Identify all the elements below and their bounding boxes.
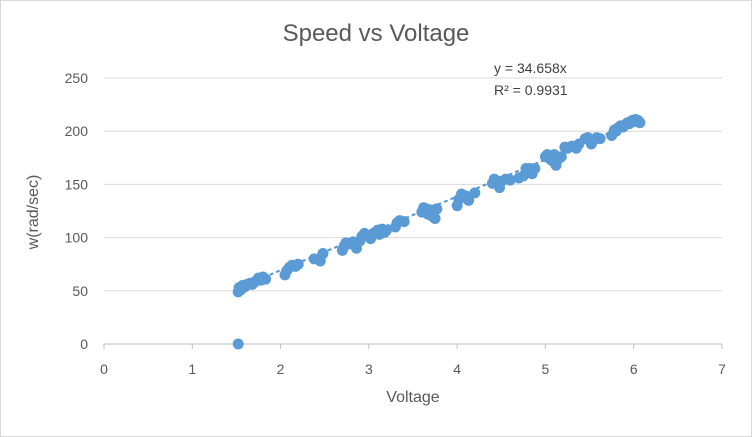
data-points [232,113,646,350]
data-point [260,273,272,285]
x-tick-label: 0 [100,361,108,377]
x-tick-label: 3 [365,361,373,377]
x-tick-label: 5 [542,361,550,377]
x-tick-label: 4 [453,361,461,377]
y-tick-label: 150 [65,176,89,192]
data-point [594,133,606,145]
y-tick-label: 250 [65,70,89,86]
x-axis [103,343,723,349]
data-point [232,338,244,350]
gridlines [104,77,722,292]
data-point [398,216,410,228]
data-point [634,117,646,129]
y-tick-label: 50 [72,283,88,299]
x-axis-label: Voltage [386,389,440,406]
data-point [504,174,516,186]
data-point [292,258,304,270]
y-tick-label: 200 [65,123,89,139]
x-axis-tick-labels: 0 1 2 3 4 5 6 7 [100,361,726,377]
y-tick-label: 100 [65,230,89,246]
trendline-equation: y = 34.658x [494,60,567,76]
data-point [555,151,567,163]
y-axis-tick-labels: 0 50 100 150 200 250 [65,70,89,352]
x-tick-label: 1 [188,361,196,377]
data-point [469,187,481,199]
data-point [381,224,393,236]
x-tick-label: 6 [630,361,638,377]
chart-title: Speed vs Voltage [282,20,470,47]
data-point [529,162,541,174]
x-tick-label: 2 [277,361,285,377]
y-axis-label: w(rad/sec) [25,174,42,250]
x-tick-label: 7 [718,361,726,377]
data-point [429,212,441,224]
y-tick-label: 0 [80,336,88,352]
data-point [317,248,329,260]
trendline-r-squared: R² = 0.9931 [494,82,568,98]
data-point [463,194,475,206]
data-point [431,203,443,215]
